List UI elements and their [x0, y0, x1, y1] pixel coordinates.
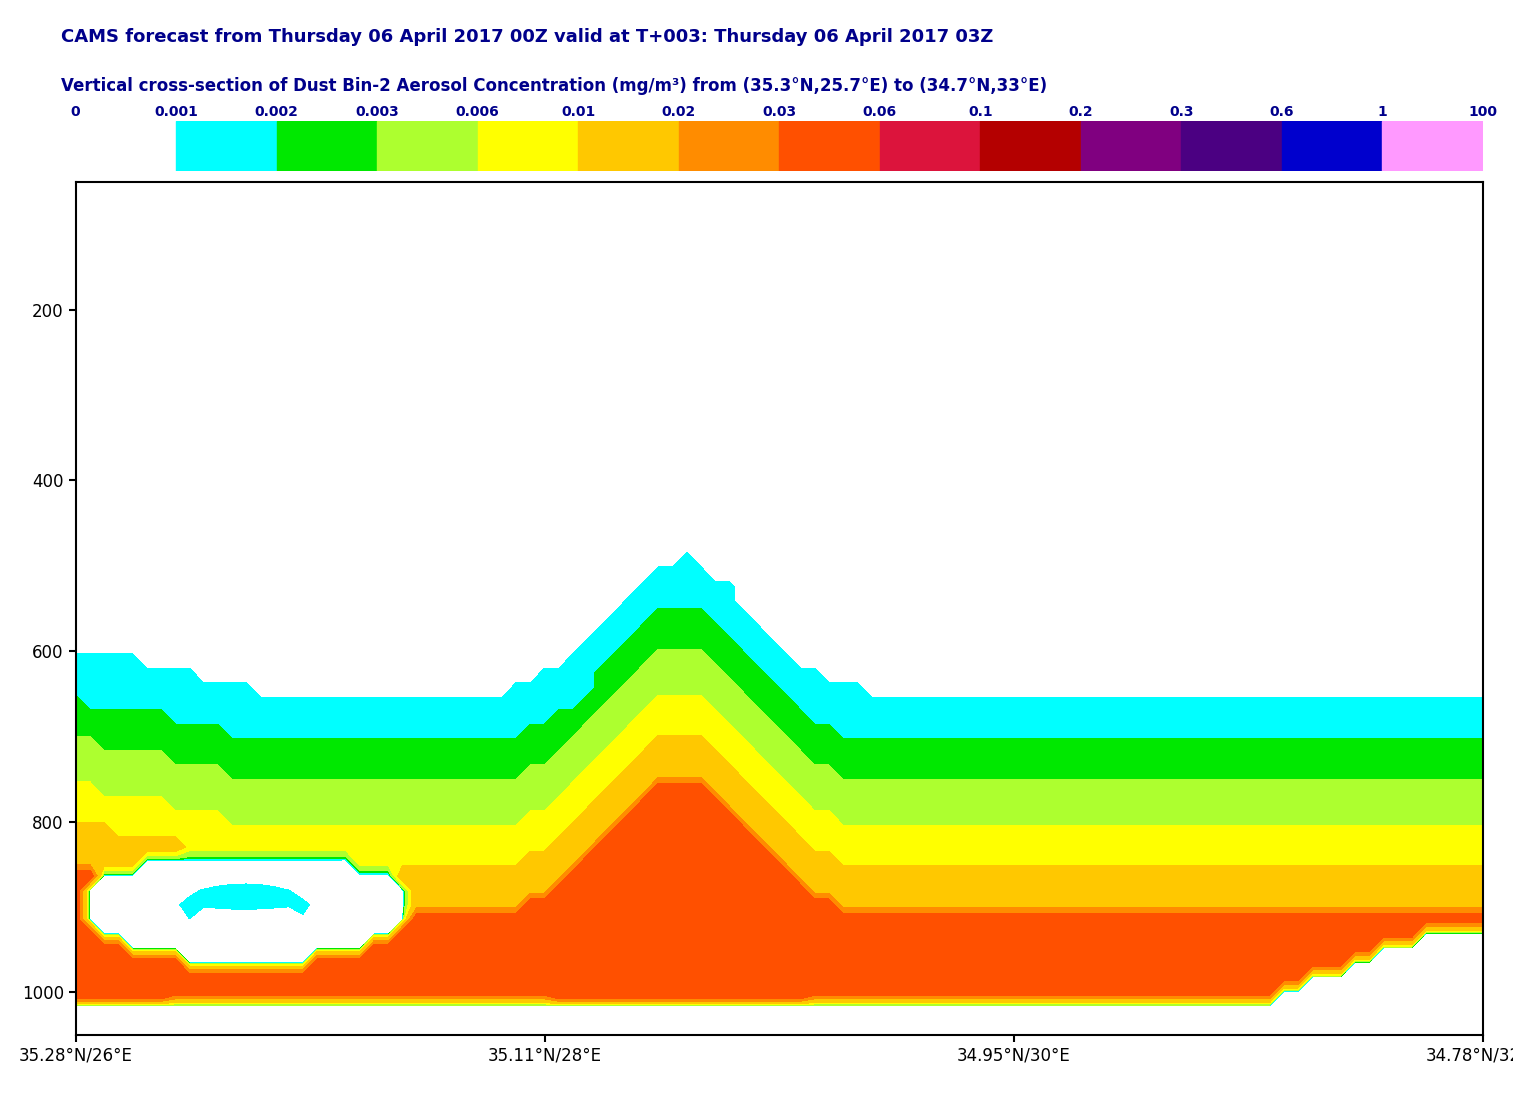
Text: 0.006: 0.006 [455, 105, 499, 119]
Text: Vertical cross-section of Dust Bin-2 Aerosol Concentration (mg/m³) from (35.3°N,: Vertical cross-section of Dust Bin-2 Aer… [61, 77, 1047, 95]
Bar [1182, 121, 1282, 171]
Text: 0.03: 0.03 [763, 105, 796, 119]
Text: 0.001: 0.001 [154, 105, 198, 119]
Bar [478, 121, 578, 171]
Bar [1080, 121, 1182, 171]
Text: 0.3: 0.3 [1170, 105, 1194, 119]
Text: 0.06: 0.06 [862, 105, 897, 119]
Bar [1383, 121, 1483, 171]
Text: 0.02: 0.02 [661, 105, 696, 119]
Bar [277, 121, 377, 171]
Bar [679, 121, 779, 171]
Bar [1282, 121, 1383, 171]
Text: 0: 0 [71, 105, 80, 119]
Text: 1: 1 [1377, 105, 1387, 119]
Text: 0.002: 0.002 [254, 105, 298, 119]
Text: 100: 100 [1468, 105, 1498, 119]
Text: 0.1: 0.1 [968, 105, 993, 119]
Bar [176, 121, 277, 171]
Bar [779, 121, 879, 171]
Text: 0.2: 0.2 [1068, 105, 1092, 119]
Bar [980, 121, 1080, 171]
Text: 0.003: 0.003 [356, 105, 399, 119]
Text: 0.6: 0.6 [1269, 105, 1294, 119]
Bar [578, 121, 679, 171]
Bar [76, 121, 176, 171]
Text: CAMS forecast from Thursday 06 April 2017 00Z valid at T+003: Thursday 06 April : CAMS forecast from Thursday 06 April 201… [61, 28, 993, 45]
Bar [377, 121, 478, 171]
Text: 0.01: 0.01 [561, 105, 595, 119]
Bar [879, 121, 980, 171]
